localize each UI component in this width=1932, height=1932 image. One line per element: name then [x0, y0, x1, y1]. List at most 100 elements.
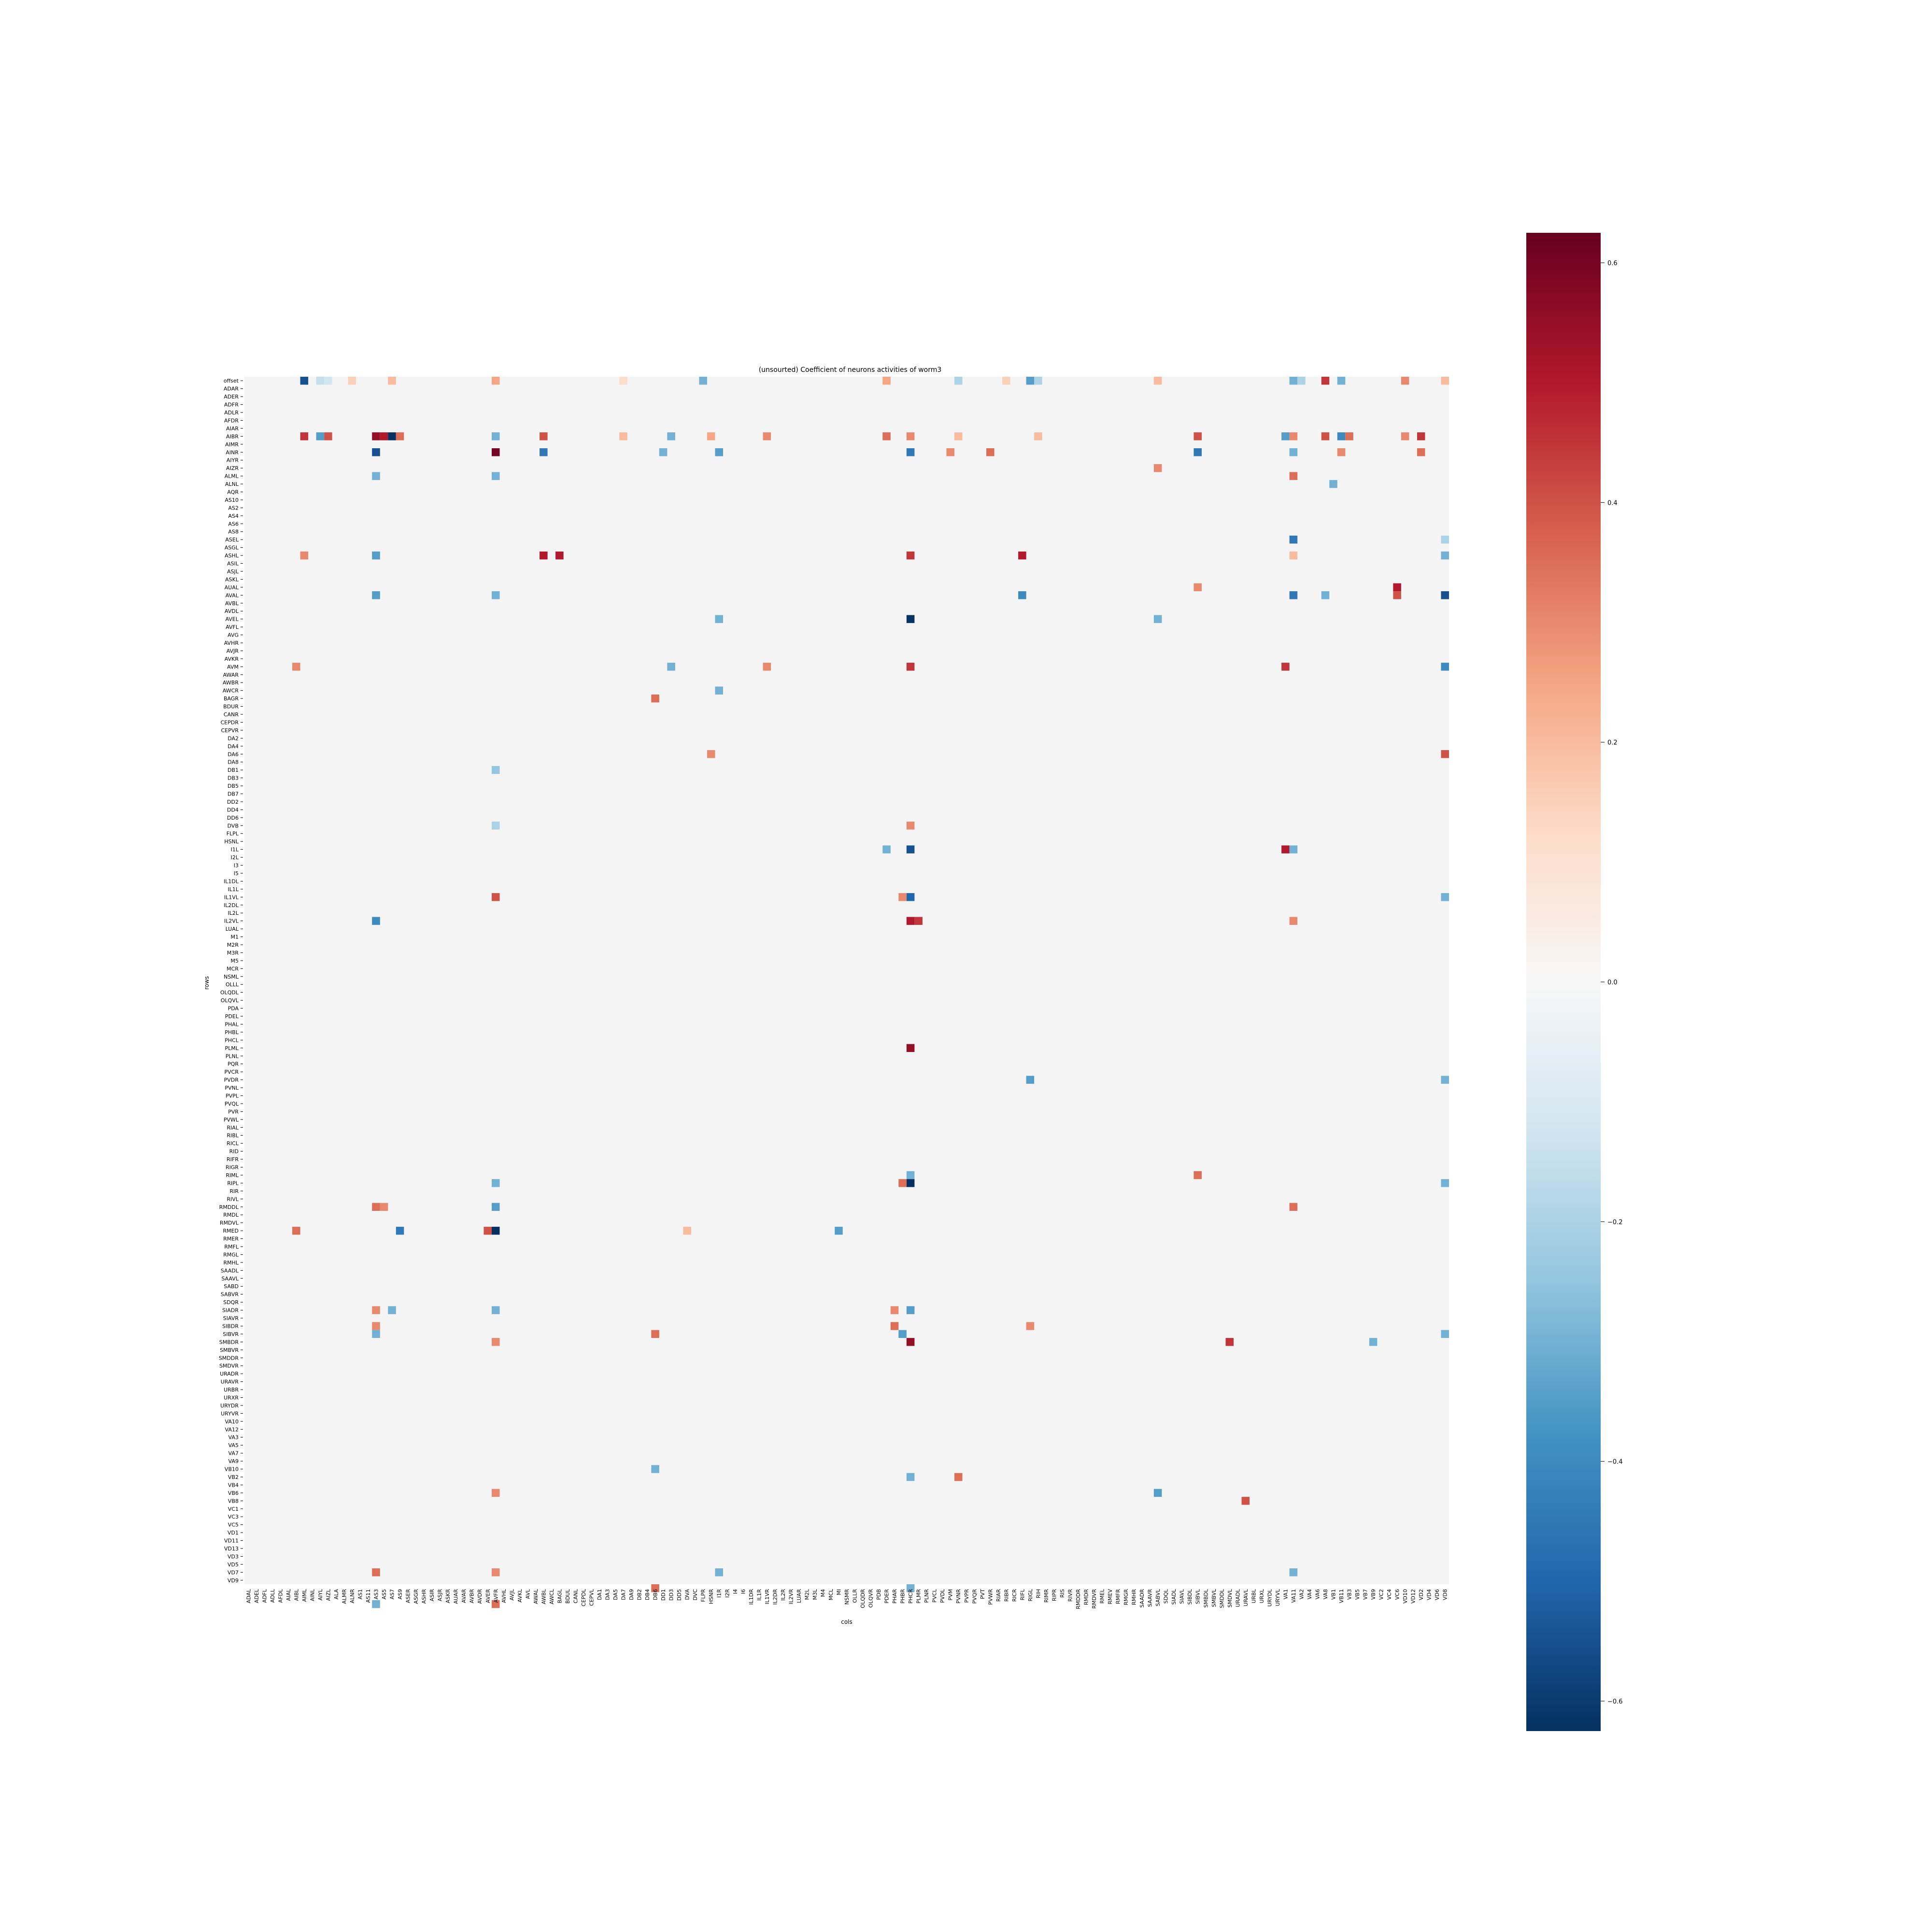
heatmap-cell — [906, 432, 915, 440]
row-tick-label: RICL — [227, 1140, 239, 1147]
column-tick-label: PHCR — [908, 1589, 914, 1604]
heatmap-cell — [316, 432, 325, 440]
row-tick-label: AIAR — [226, 426, 239, 432]
column-tick-label: VC4 — [1386, 1589, 1392, 1600]
column-tick-label: DD1 — [660, 1589, 667, 1601]
heatmap-cell — [483, 1226, 492, 1235]
row-tick-label: AVKR — [225, 656, 239, 662]
row-tick-label: I1L — [231, 847, 239, 853]
row-tick-label: PDA — [228, 1006, 239, 1012]
heatmap-cell — [946, 448, 954, 456]
row-tick-label: PLML — [225, 1045, 239, 1051]
column-tick-label: RMDVR — [1091, 1589, 1097, 1609]
column-tick-label: SIBVL — [1195, 1589, 1201, 1604]
chart-title: (unsourted) Coefficient of neurons activ… — [759, 366, 942, 374]
column-tick-label: CANL — [572, 1589, 579, 1603]
heatmap-cell — [1193, 1171, 1202, 1179]
column-tick-label: AVER — [485, 1589, 491, 1603]
row-tick-label: RIR — [229, 1188, 239, 1194]
column-tick-label: VA2 — [1298, 1589, 1305, 1599]
heatmap-cell — [300, 551, 309, 560]
column-tick-label: NSMR — [844, 1589, 850, 1605]
row-tick-label: SIADR — [222, 1307, 239, 1314]
row-tick-label: I3 — [234, 863, 239, 869]
column-tick-label: DA5 — [612, 1589, 619, 1600]
heatmap-cell — [715, 1568, 723, 1577]
column-tick-label: AVKL — [517, 1589, 523, 1603]
row-tick-label: AS6 — [228, 521, 239, 527]
row-tick-label: PDEL — [225, 1013, 239, 1020]
heatmap-cell — [1289, 448, 1298, 456]
column-tick-label: OLQVR — [868, 1589, 874, 1608]
column-tick-label: AIAL — [285, 1589, 292, 1601]
heatmap-cell — [492, 377, 500, 385]
column-tick-label: IL1R — [756, 1589, 762, 1601]
row-tick-label: I5 — [234, 870, 239, 877]
row-tick-label: ALML — [225, 473, 239, 480]
heatmap-cell — [906, 917, 915, 925]
column-tick-label: VA6 — [1314, 1589, 1321, 1599]
row-tick-label: BAGR — [224, 696, 239, 702]
heatmap-cell — [1289, 551, 1298, 560]
heatmap-cell — [492, 766, 500, 774]
row-tick-label: AS4 — [228, 513, 239, 519]
heatmap-cell — [324, 377, 332, 385]
heatmap-cell — [914, 917, 923, 925]
row-tick-label: DA2 — [227, 735, 239, 741]
heatmap-cell — [707, 750, 715, 758]
row-tick-label: URXR — [224, 1394, 239, 1401]
column-tick-label: ALMR — [341, 1589, 347, 1604]
column-tick-label: PVM — [948, 1589, 954, 1601]
row-tick-label: ASEL — [225, 537, 239, 543]
row-tick-label: AVJR — [227, 648, 239, 654]
row-tick-label: AVAL — [226, 592, 239, 598]
column-tick-label: AS7 — [389, 1589, 396, 1600]
row-tick-label: VC1 — [228, 1506, 239, 1512]
column-tick-label: DVC — [692, 1589, 698, 1601]
heatmap-cell — [492, 1226, 500, 1235]
row-tick-label: SIBVR — [223, 1331, 239, 1337]
heatmap-cell — [1281, 845, 1290, 853]
heatmap-cell — [492, 448, 500, 456]
row-tick-label: AFDR — [224, 417, 239, 424]
row-tick-label: URBR — [224, 1387, 239, 1393]
row-tick-label: M5 — [231, 958, 239, 964]
row-tick-label: SMDDR — [219, 1355, 239, 1361]
heatmap-cell — [324, 432, 332, 440]
column-tick-label: M3L — [812, 1589, 818, 1600]
heatmap-cell — [372, 1322, 380, 1330]
heatmap-cell — [492, 432, 500, 440]
column-tick-label: VA4 — [1307, 1589, 1313, 1599]
column-tick-label: ADFL — [261, 1589, 268, 1603]
heatmap-cell — [707, 432, 715, 440]
column-tick-label: SIAVL — [1179, 1589, 1185, 1604]
column-tick-label: AIYL — [317, 1589, 324, 1600]
column-tick-label: DD5 — [676, 1589, 682, 1601]
column-tick-label: PVPR — [964, 1589, 970, 1603]
row-tick-label: DA8 — [227, 759, 239, 766]
row-tick-label: PVQL — [225, 1101, 239, 1107]
column-tick-label: ASKR — [445, 1589, 451, 1604]
row-tick-label: AVHR — [224, 640, 239, 646]
row-tick-label: RMGL — [223, 1251, 239, 1258]
column-tick-label: RMEV — [1107, 1589, 1113, 1605]
heatmap-cell — [1289, 845, 1298, 853]
column-tick-label: SDQL — [1163, 1589, 1169, 1604]
heatmap-cell — [1417, 448, 1425, 456]
column-tick-label: PVT — [980, 1589, 986, 1599]
heatmap-cell — [898, 1179, 907, 1187]
row-tick-label: CANR — [224, 711, 239, 718]
heatmap-cell — [372, 1330, 380, 1338]
row-tick-label: HSNL — [224, 838, 239, 845]
heatmap-cell — [619, 432, 627, 440]
heatmap-cell — [1441, 663, 1449, 671]
heatmap-cell — [492, 472, 500, 480]
column-tick-label: DD3 — [668, 1589, 675, 1601]
row-tick-label: SDQR — [223, 1299, 239, 1306]
heatmap-cell — [835, 1226, 843, 1235]
row-tick-label: OLQVL — [221, 997, 239, 1004]
row-tick-label: MCR — [227, 966, 239, 972]
row-tick-label: PVDR — [224, 1077, 239, 1083]
heatmap-cell — [906, 1584, 915, 1592]
heatmap-cell — [540, 432, 548, 440]
